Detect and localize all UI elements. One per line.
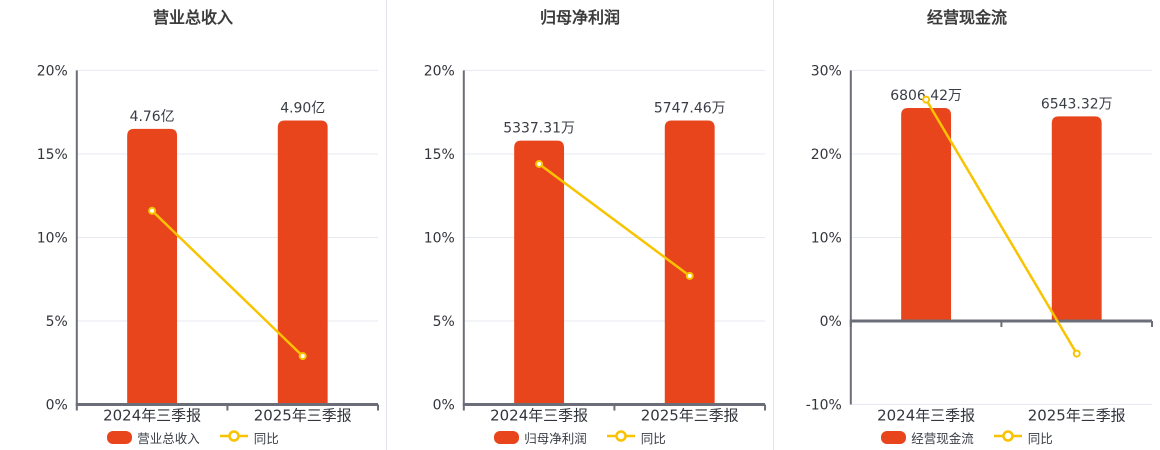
svg-text:5747.46万: 5747.46万	[654, 101, 726, 117]
chart-panel-net-profit: 归母净利润 0% 5% 10% 15% 20% 5337.31万 5747.46万 2024年…	[386, 0, 773, 450]
svg-text:0%: 0%	[820, 314, 842, 330]
svg-text:10%: 10%	[37, 230, 68, 246]
svg-text:20%: 20%	[811, 147, 842, 163]
chart-title-net-profit: 归母净利润	[539, 8, 620, 27]
svg-text:2024年三季报: 2024年三季报	[490, 406, 588, 424]
legend-bar-label: 归母净利润	[524, 431, 587, 446]
legend-bar-label: 营业总收入	[137, 431, 200, 446]
svg-text:15%: 15%	[37, 147, 68, 163]
chart-panel-revenue: 营业总收入 0% 5% 10% 15% 20% 4.76亿 4.90亿 2024年三季报 202…	[0, 0, 386, 450]
svg-text:4.90亿: 4.90亿	[280, 101, 325, 117]
svg-text:30%: 30%	[811, 63, 842, 79]
svg-text:10%: 10%	[424, 230, 455, 246]
legend-item-line[interactable]: 同比	[219, 428, 279, 447]
svg-text:0%: 0%	[46, 398, 68, 414]
legend-line-label: 同比	[253, 431, 279, 446]
chart-legend-net-profit: 归母净利润 同比	[387, 425, 773, 450]
legend-item-bar[interactable]: 营业总收入	[107, 428, 200, 447]
svg-text:20%: 20%	[37, 63, 68, 79]
chart-panel-operating-cash-flow: 经营现金流 -10%0%10%20%30%6806.42万6543.32万202…	[773, 0, 1160, 450]
line-marker-icon	[219, 428, 249, 447]
svg-text:2025年三季报: 2025年三季报	[641, 406, 739, 424]
line-marker-icon	[993, 428, 1023, 447]
bar-swatch-icon	[881, 431, 907, 444]
chart-legend-revenue: 营业总收入 同比	[0, 425, 386, 450]
svg-text:2025年三季报: 2025年三季报	[254, 406, 352, 424]
chart-plot-operating-cash-flow: -10%0%10%20%30%6806.42万6543.32万2024年三季报2…	[774, 30, 1160, 425]
line-marker-icon	[606, 428, 636, 447]
bar-swatch-icon	[107, 431, 133, 444]
svg-text:2025年三季报: 2025年三季报	[1028, 406, 1126, 424]
bar-swatch-icon	[494, 431, 520, 444]
legend-item-line[interactable]: 同比	[606, 428, 666, 447]
svg-text:5%: 5%	[46, 314, 68, 330]
chart-plot-revenue: 0% 5% 10% 15% 20% 4.76亿 4.90亿 2024年三季报 2025年三季报	[0, 30, 386, 425]
legend-bar-label: 经营现金流	[911, 431, 974, 446]
svg-text:-10%: -10%	[806, 398, 842, 414]
svg-text:20%: 20%	[424, 63, 455, 79]
svg-text:5%: 5%	[433, 314, 455, 330]
legend-line-label: 同比	[640, 431, 666, 446]
legend-item-bar[interactable]: 经营现金流	[881, 428, 974, 447]
legend-item-line[interactable]: 同比	[993, 428, 1053, 447]
svg-text:15%: 15%	[424, 147, 455, 163]
chart-plot-net-profit: 0% 5% 10% 15% 20% 5337.31万 5747.46万 2024年三季报 202…	[387, 30, 773, 425]
svg-text:4.76亿: 4.76亿	[130, 109, 175, 125]
svg-text:10%: 10%	[811, 230, 842, 246]
legend-line-label: 同比	[1027, 431, 1053, 446]
svg-text:6543.32万: 6543.32万	[1041, 96, 1113, 112]
chart-legend-operating-cash-flow: 经营现金流 同比	[774, 425, 1160, 450]
svg-text:0%: 0%	[433, 398, 455, 414]
legend-item-bar[interactable]: 归母净利润	[494, 428, 587, 447]
svg-text:2024年三季报: 2024年三季报	[103, 406, 201, 424]
chart-title-operating-cash-flow: 经营现金流	[926, 8, 1007, 27]
svg-text:2024年三季报: 2024年三季报	[877, 406, 975, 424]
chart-title-revenue: 营业总收入	[152, 8, 233, 27]
svg-text:5337.31万: 5337.31万	[503, 121, 575, 137]
